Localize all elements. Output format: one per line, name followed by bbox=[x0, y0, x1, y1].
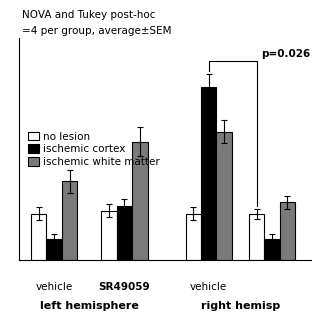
Text: SR49059: SR49059 bbox=[99, 282, 150, 292]
Text: p=0.026: p=0.026 bbox=[261, 49, 310, 59]
Text: vehicle: vehicle bbox=[36, 282, 73, 292]
Bar bbox=[62, 181, 77, 260]
Bar bbox=[201, 87, 217, 260]
Bar bbox=[217, 132, 232, 260]
Text: =4 per group, average±SEM: =4 per group, average±SEM bbox=[22, 26, 171, 36]
Bar bbox=[101, 210, 117, 260]
Bar bbox=[46, 239, 62, 260]
Bar bbox=[31, 214, 46, 260]
Bar bbox=[132, 142, 148, 260]
Bar bbox=[117, 206, 132, 260]
Text: right hemisp: right hemisp bbox=[201, 301, 280, 311]
Bar bbox=[249, 214, 264, 260]
Text: NOVA and Tukey post-hoc: NOVA and Tukey post-hoc bbox=[22, 10, 155, 20]
Legend: no lesion, ischemic cortex, ischemic white matter: no lesion, ischemic cortex, ischemic whi… bbox=[24, 127, 164, 171]
Bar bbox=[280, 203, 295, 260]
Bar bbox=[264, 239, 280, 260]
Text: vehicle: vehicle bbox=[190, 282, 227, 292]
Bar bbox=[185, 214, 201, 260]
Text: left hemisphere: left hemisphere bbox=[40, 301, 139, 311]
